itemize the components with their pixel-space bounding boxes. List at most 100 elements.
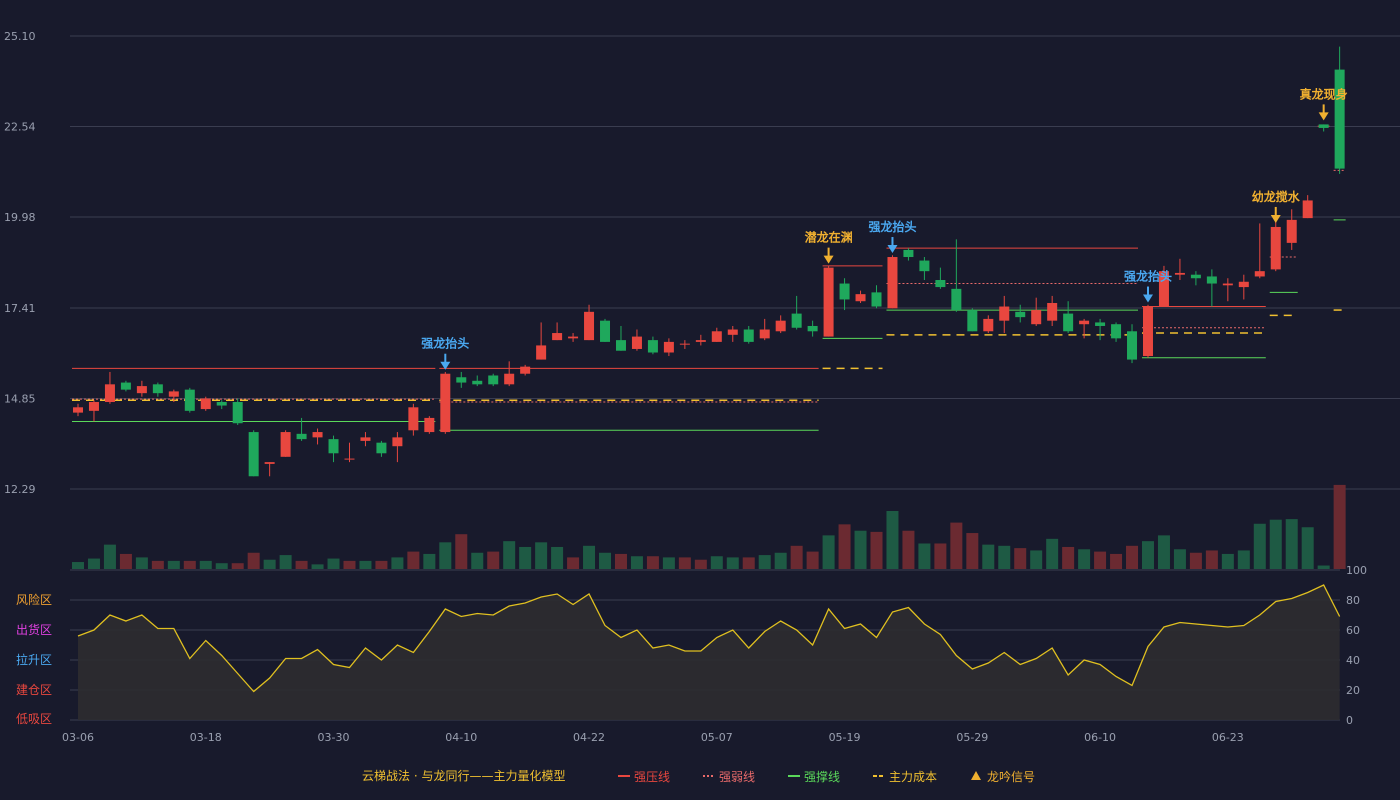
price-tick-label: 25.10 [4, 30, 36, 43]
volume-bar [167, 560, 180, 569]
signal-label: 强龙抬头 [421, 336, 469, 351]
zone-label: 低吸区 [16, 712, 52, 726]
candle-body [456, 377, 467, 383]
date-tick-label: 03-06 [62, 731, 94, 744]
volume-bar [423, 553, 436, 569]
volume-bar [199, 560, 212, 569]
legend-item-label: 主力成本 [889, 770, 937, 784]
candle-body [248, 432, 259, 477]
volume-bar [902, 530, 915, 569]
signal-arrow-icon [1318, 112, 1329, 121]
candle-body [903, 249, 914, 258]
candle-body [999, 306, 1010, 321]
candle-body [1079, 320, 1090, 325]
candle-body [360, 437, 371, 441]
candles [73, 46, 1345, 477]
price-tick-label: 17.41 [4, 302, 36, 315]
candle-body [88, 402, 99, 411]
volume-bar [279, 555, 292, 569]
volume-bar [567, 557, 580, 569]
price-grid [70, 35, 1400, 490]
candle-body [1158, 271, 1169, 307]
candle-body [1318, 124, 1329, 128]
candle-body [615, 340, 626, 351]
zone-label: 建仓区 [16, 683, 52, 697]
candle-body [1127, 331, 1138, 360]
volume-bar [742, 557, 755, 569]
volume-bar [103, 544, 116, 569]
candle-body [296, 433, 307, 440]
candle-body [73, 407, 83, 413]
level-lines [72, 125, 1346, 431]
volume-bar [1014, 548, 1027, 569]
volume-bar [1301, 527, 1314, 569]
candle-body [1142, 306, 1153, 357]
volume-bar [614, 553, 627, 569]
legend-item-label: 强弱线 [719, 770, 755, 784]
volume-bar [231, 563, 244, 569]
volume-bar [806, 551, 819, 569]
volume-bar [966, 533, 979, 569]
signal-label: 潜龙在渊 [805, 230, 853, 245]
date-tick-label: 06-10 [1084, 731, 1116, 744]
candle-body [584, 311, 595, 341]
volume-bar [311, 564, 324, 569]
date-axis: 03-06 03-18 03-30 04-10 04-22 05-07 05-19 05-29… [62, 731, 1244, 744]
candle-body [536, 345, 547, 360]
volume-bar [327, 558, 340, 569]
candle-body [1047, 302, 1058, 321]
zone-label: 拉升区 [16, 652, 52, 667]
signal-arrow-icon [1142, 294, 1153, 303]
volume-bar [1317, 565, 1330, 569]
signal-arrow-icon [823, 255, 834, 264]
candle-body [1111, 324, 1122, 339]
candle-body [552, 333, 563, 341]
oscillator-tick-label: 80 [1346, 594, 1360, 607]
zone-label: 出货区 [16, 622, 52, 637]
candle-body [1190, 274, 1201, 279]
candle-body [727, 329, 738, 335]
candle-body [472, 380, 483, 385]
candle-body [663, 341, 674, 353]
volume-bar [183, 560, 196, 569]
legend-title: 云梯战法 · 与龙同行——主力量化模型 [362, 769, 565, 783]
candle-body [983, 318, 994, 332]
price-tick-label: 12.29 [4, 483, 36, 496]
date-tick-label: 05-19 [829, 731, 861, 744]
candle-body [855, 294, 866, 302]
volume-bar [215, 563, 228, 569]
candle-body [1334, 69, 1345, 169]
volume-bar [1046, 538, 1059, 569]
volume-bar [407, 551, 420, 569]
candle-body [216, 402, 227, 406]
date-tick-label: 04-10 [445, 731, 477, 744]
candle-body [168, 391, 179, 397]
candle-body [1031, 310, 1042, 325]
volume-bar [263, 559, 276, 569]
candle-body [376, 442, 387, 454]
volume-bar [1285, 519, 1298, 569]
candle-body [520, 366, 531, 374]
volume-bar [247, 552, 260, 569]
volume-bar [646, 556, 659, 569]
signal-label: 真龙现身 [1300, 86, 1348, 101]
volume-bar [1333, 484, 1346, 569]
price-tick-label: 22.54 [4, 121, 36, 134]
volume-bar [1221, 553, 1234, 569]
volume-bar [503, 541, 516, 569]
candle-body [424, 417, 435, 433]
volume-bar [135, 557, 148, 569]
volume-bar [519, 546, 532, 569]
volume-bar [119, 553, 132, 569]
volume-bar [726, 557, 739, 569]
volume-bar [375, 560, 388, 569]
candle-body [647, 340, 658, 353]
date-tick-label: 06-23 [1212, 731, 1244, 744]
signal-arrow-icon [440, 361, 451, 370]
candle-body [504, 373, 515, 385]
volume-bar [854, 530, 867, 569]
legend-item-label: 强撑线 [804, 769, 840, 784]
volume-bar [694, 559, 707, 569]
legend-item-label: 强压线 [634, 770, 670, 784]
